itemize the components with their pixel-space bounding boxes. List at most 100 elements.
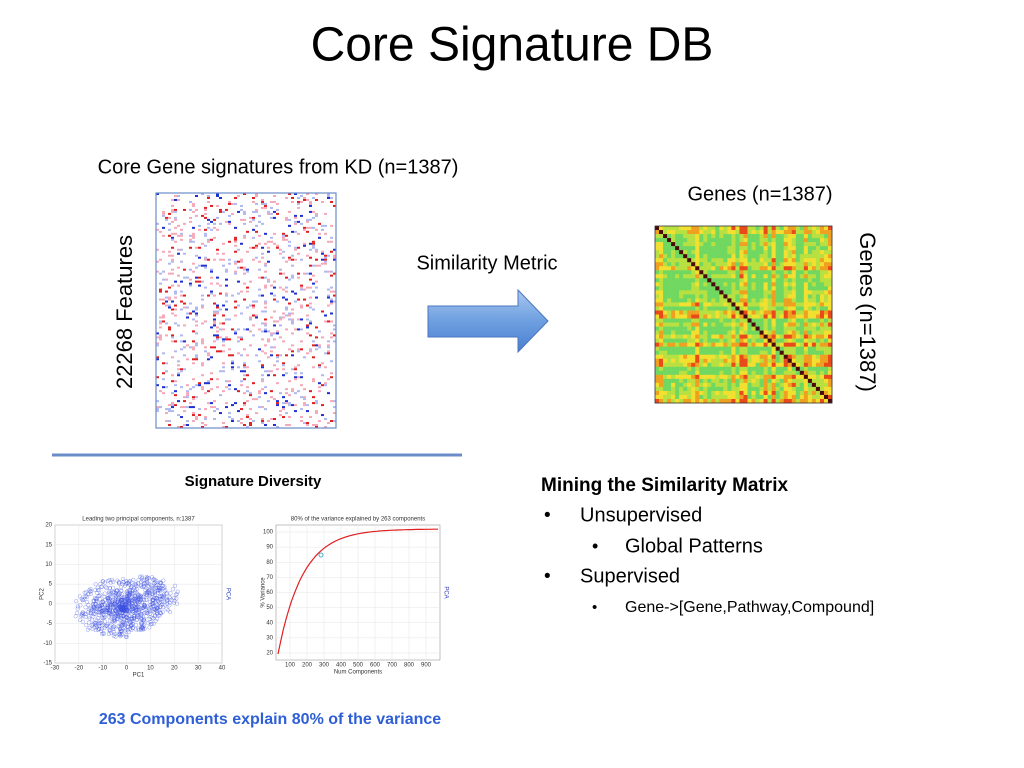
similarity-cell (679, 350, 684, 356)
heatmap-cell (246, 374, 249, 377)
similarity-cell (707, 278, 712, 283)
scatter-dot (121, 576, 126, 581)
scatter-dot (94, 596, 99, 601)
similarity-cell (727, 382, 732, 388)
similarity-cell (723, 370, 728, 376)
similarity-cell (711, 370, 716, 376)
similarity-cell (743, 382, 748, 388)
similarity-cell (787, 270, 793, 275)
plot-title: 80% of the variance explained by 263 com… (291, 517, 425, 523)
similarity-cell (771, 254, 776, 259)
similarity-cell (827, 322, 833, 327)
scatter-dot (147, 625, 152, 630)
x-axis-label: PC1 (133, 673, 145, 679)
heatmap-cell (330, 274, 333, 277)
similarity-cell (719, 366, 724, 372)
heatmap-cell (189, 282, 192, 285)
heatmap-cell (291, 196, 294, 199)
similarity-cell (731, 358, 736, 364)
heatmap-cell (240, 208, 243, 211)
similarity-cell (735, 238, 740, 243)
similarity-cell (763, 290, 768, 295)
similarity-cell (811, 354, 817, 360)
similarity-cell (819, 254, 825, 259)
heatmap-cell (327, 270, 330, 273)
similarity-cell (767, 234, 772, 239)
similarity-cell (663, 250, 668, 255)
heatmap-cell (174, 340, 177, 343)
similarity-cell (803, 354, 809, 360)
heatmap-cell (303, 242, 306, 245)
similarity-cell (759, 398, 764, 404)
x-tick-label: -20 (75, 666, 84, 672)
scatter-dot (94, 610, 99, 615)
similarity-cell (727, 346, 732, 352)
heatmap-cell (201, 214, 204, 217)
similarity-cell (691, 242, 696, 247)
similarity-cell (719, 230, 724, 235)
similarity-cell (779, 310, 785, 315)
heatmap-cell (189, 216, 192, 219)
heatmap-cell (180, 280, 183, 283)
similarity-cell (691, 390, 696, 396)
scatter-dot (116, 609, 121, 614)
similarity-cell (783, 354, 789, 360)
similarity-cell (711, 398, 716, 404)
heatmap-cell (216, 408, 219, 411)
scatter-dot (139, 611, 144, 616)
similarity-cell (735, 346, 740, 352)
similarity-cell (667, 338, 672, 343)
similarity-cell (823, 286, 829, 291)
similarity-cell (727, 254, 732, 259)
similarity-cell (819, 350, 825, 356)
heatmap-cell (285, 402, 288, 405)
heatmap-cell (201, 388, 204, 391)
heatmap-cell (297, 276, 300, 279)
similarity-cell (731, 250, 736, 255)
heatmap-cell (192, 226, 195, 229)
similarity-cell (747, 250, 752, 255)
x-tick-label: 800 (404, 663, 415, 669)
similarity-cell (775, 226, 781, 231)
similarity-cell (827, 314, 833, 319)
similarity-cell (775, 238, 781, 243)
similarity-cell (783, 330, 789, 335)
similarity-cell (783, 270, 789, 275)
similarity-cell (655, 366, 660, 372)
heatmap-cell (246, 250, 249, 253)
similarity-cell (763, 398, 768, 404)
heatmap-cell (324, 260, 327, 263)
similarity-cell (795, 338, 801, 343)
scatter-dot (139, 620, 144, 625)
similarity-cell (819, 242, 825, 247)
similarity-cell (759, 270, 764, 275)
scatter-dot (138, 574, 143, 579)
similarity-cell (715, 382, 720, 388)
similarity-cell (747, 350, 752, 356)
scatter-dot (101, 612, 106, 617)
similarity-cell (787, 342, 793, 347)
heatmap-cell (180, 238, 183, 241)
similarity-cell (719, 390, 724, 396)
heatmap-cell (174, 350, 177, 353)
heatmap-cell (321, 336, 324, 339)
heatmap-cell (258, 348, 261, 351)
similarity-cell (719, 274, 724, 279)
similarity-cell (803, 246, 809, 251)
heatmap-cell (303, 226, 306, 229)
similarity-cell (751, 318, 756, 323)
similarity-cell (655, 298, 660, 303)
heatmap-cell (213, 226, 216, 229)
heatmap-cell (303, 196, 306, 199)
similarity-cell (699, 234, 704, 239)
similarity-cell (755, 314, 760, 319)
similarity-cell (691, 226, 696, 231)
scatter-dot (136, 578, 141, 583)
similarity-cell (751, 310, 756, 315)
heatmap-cell (177, 248, 180, 251)
scatter-dot (87, 620, 92, 625)
heatmap-cell (213, 346, 216, 349)
similarity-cell (763, 278, 768, 283)
similarity-cell (743, 302, 748, 307)
similarity-cell (743, 234, 748, 239)
